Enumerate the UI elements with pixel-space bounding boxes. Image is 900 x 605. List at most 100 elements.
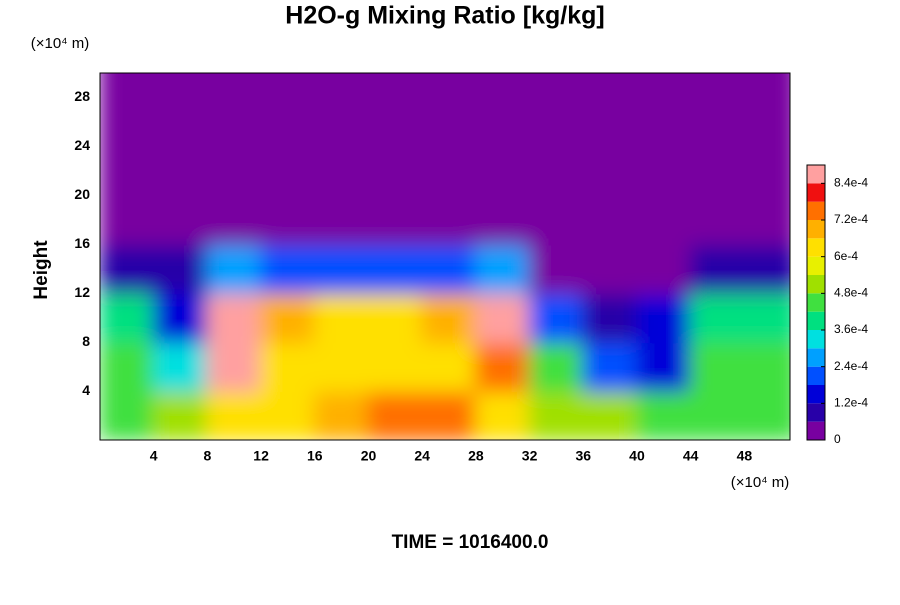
field-cell (260, 341, 316, 393)
colorbar-tick-label: 8.4e-4 (834, 176, 868, 190)
field-cell (635, 145, 692, 197)
field-cell (100, 243, 155, 295)
field-cell (260, 243, 316, 295)
field-cell (689, 390, 746, 440)
field-cell (206, 145, 263, 197)
x-tick-label: 48 (737, 448, 753, 464)
field-cell (689, 145, 746, 197)
field-cell (100, 292, 155, 344)
field-cell (313, 390, 370, 440)
field-cell (206, 292, 263, 344)
x-tick-label: 28 (468, 448, 484, 464)
colorbar-band (807, 311, 825, 330)
field-cell (689, 292, 746, 344)
field-cell (367, 73, 424, 99)
field-cell (313, 243, 370, 295)
chart-title: H2O-g Mixing Ratio [kg/kg] (285, 2, 604, 30)
plot-frame (99, 72, 791, 441)
field-cell (421, 243, 477, 295)
field-cell (421, 292, 477, 344)
field-cell (313, 341, 370, 393)
x-tick-label: 24 (414, 448, 430, 464)
y-tick-label: 28 (74, 88, 90, 104)
field-cell (367, 96, 424, 148)
field-cell (260, 390, 316, 440)
y-tick-label: 16 (74, 235, 90, 251)
field-cell (528, 96, 585, 148)
field-cell (743, 145, 790, 197)
colorbar-band (807, 238, 825, 257)
field-cell (689, 96, 746, 148)
field-cell (474, 341, 531, 393)
x-unit-label: (×10⁴ m) (731, 474, 790, 491)
field-cell (260, 96, 316, 148)
colorbar-tick-label: 4.8e-4 (834, 286, 868, 300)
field-cell (100, 194, 155, 246)
field-cell (152, 194, 209, 246)
field-cell (743, 96, 790, 148)
field-cell (206, 341, 263, 393)
field-cell (689, 341, 746, 393)
field-cell (152, 145, 209, 197)
field-cell (152, 341, 209, 393)
field-cell (206, 390, 263, 440)
field-cell (367, 341, 424, 393)
field-cell (582, 73, 638, 99)
field-cell (474, 390, 531, 440)
field-cell (635, 341, 692, 393)
colorbar-band (807, 403, 825, 422)
x-tick-label: 40 (629, 448, 645, 464)
x-tick-label: 8 (203, 448, 211, 464)
field-cell (474, 194, 531, 246)
field-cell (635, 96, 692, 148)
x-tick-label: 32 (522, 448, 538, 464)
field-cell (635, 194, 692, 246)
colorbar-band (807, 165, 825, 184)
field-cell (582, 194, 638, 246)
colorbar-band (807, 275, 825, 294)
field-cell (474, 145, 531, 197)
field-cell (635, 390, 692, 440)
field-cell (689, 194, 746, 246)
field-cell (206, 194, 263, 246)
field-cell (474, 243, 531, 295)
field-cell (421, 194, 477, 246)
colorbar-frame (806, 164, 826, 441)
colorbar-tick-label: 6e-4 (834, 249, 858, 263)
field-cell (474, 96, 531, 148)
field-cell (582, 243, 638, 295)
field-cell (152, 73, 209, 99)
y-tick-label: 24 (74, 137, 90, 153)
field-cell (743, 73, 790, 99)
field-cell (100, 145, 155, 197)
field-cell (582, 390, 638, 440)
field-cell (635, 73, 692, 99)
field-cell (152, 96, 209, 148)
x-tick-label: 44 (683, 448, 699, 464)
field-cell (152, 292, 209, 344)
field-cell (421, 96, 477, 148)
field-cell (260, 73, 316, 99)
field-cell (421, 145, 477, 197)
colorbar-tick-label: 2.4e-4 (834, 359, 868, 373)
field-cell (100, 341, 155, 393)
field-cell (635, 292, 692, 344)
field-cell (100, 390, 155, 440)
colorbar-tick-label: 0 (834, 432, 841, 446)
field-cell (260, 194, 316, 246)
field (100, 73, 790, 440)
x-tick-label: 36 (575, 448, 591, 464)
y-tick-label: 4 (82, 382, 90, 398)
colorbar-band (807, 421, 825, 440)
colorbar-tick-label: 1.2e-4 (834, 396, 868, 410)
y-tick-label: 8 (82, 333, 90, 349)
field-cell (743, 194, 790, 246)
time-label: TIME = 1016400.0 (392, 532, 549, 553)
y-tick-label: 12 (74, 284, 90, 300)
field-cell (367, 292, 424, 344)
field-cell (689, 73, 746, 99)
field-cell (582, 96, 638, 148)
field-cell (528, 243, 585, 295)
field-cell (206, 243, 263, 295)
